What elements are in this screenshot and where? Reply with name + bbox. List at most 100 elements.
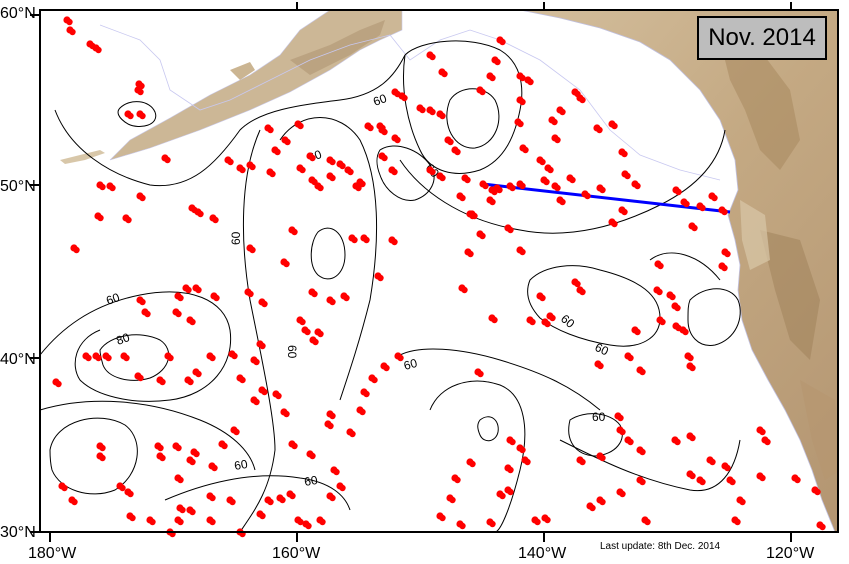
float-marker (543, 178, 550, 186)
float-marker (519, 182, 526, 190)
contour-label: 60 (229, 231, 243, 245)
float-marker (355, 184, 362, 192)
float-marker (627, 438, 634, 446)
float-marker (317, 330, 324, 338)
float-marker (597, 362, 604, 370)
float-marker (394, 90, 401, 98)
contour-line (399, 129, 726, 234)
contour-label-group: 60 60 60 60 60 60 60 60 60 60 80 60 60 (104, 91, 611, 489)
float-marker (675, 188, 682, 196)
float-marker (559, 198, 566, 206)
contour-label: 60 (233, 457, 249, 473)
float-marker (469, 212, 476, 220)
float-marker (279, 496, 286, 504)
float-marker (109, 184, 116, 192)
float-marker (309, 154, 316, 162)
float-marker (159, 378, 166, 386)
float-marker (579, 96, 586, 104)
float-marker (544, 320, 551, 328)
float-marker (61, 484, 68, 492)
float-marker (659, 318, 666, 326)
contour-line (649, 252, 721, 281)
float-marker (507, 488, 514, 496)
float-marker (596, 126, 603, 134)
float-marker (522, 146, 529, 154)
float-marker (644, 518, 651, 526)
float-marker (519, 446, 526, 454)
float-marker (447, 138, 454, 146)
float-marker (544, 516, 551, 524)
float-marker (149, 518, 156, 526)
float-marker (699, 478, 706, 486)
float-marker (584, 192, 591, 200)
float-marker (489, 520, 496, 528)
float-marker (175, 310, 182, 318)
float-marker (689, 364, 696, 372)
float-marker (519, 74, 526, 82)
float-marker (213, 294, 220, 302)
float-marker (397, 354, 404, 362)
float-marker (621, 150, 628, 158)
float-marker (689, 434, 696, 442)
contour-line (429, 380, 526, 532)
contour-line (376, 145, 435, 201)
lon-tick-label: 120°W (766, 545, 815, 562)
float-marker (291, 228, 298, 236)
float-marker (209, 354, 216, 362)
float-marker (211, 464, 218, 472)
float-marker (381, 128, 388, 136)
float-marker (317, 184, 324, 192)
float-marker (283, 410, 290, 418)
lat-tick-label: 60°N (0, 5, 36, 22)
contour-line (279, 117, 378, 401)
float-marker (439, 514, 446, 522)
float-marker (489, 198, 496, 206)
float-marker (127, 112, 134, 120)
float-marker (639, 448, 646, 456)
float-marker (274, 148, 281, 156)
float-marker (284, 138, 291, 146)
float-marker (441, 70, 448, 78)
float-marker (819, 523, 826, 531)
float-marker (312, 338, 319, 346)
float-marker (259, 342, 266, 350)
float-marker (534, 518, 541, 526)
float-marker (119, 484, 126, 492)
contour-line (446, 88, 500, 149)
float-marker (554, 136, 561, 144)
float-marker (339, 484, 346, 492)
float-marker (634, 182, 641, 190)
float-marker (429, 168, 436, 176)
float-marker (125, 216, 132, 224)
float-marker (507, 226, 514, 234)
lat-tick-label: 50°N (0, 178, 36, 195)
float-marker (327, 422, 334, 430)
float-marker (95, 46, 102, 54)
float-marker (261, 388, 268, 396)
float-marker (239, 166, 246, 174)
float-marker (95, 354, 102, 362)
contour-label: 60 (285, 345, 299, 359)
float-marker (469, 460, 476, 468)
land-relief-2 (760, 230, 820, 360)
float-marker (289, 492, 296, 500)
float-marker (144, 310, 151, 318)
float-marker (619, 428, 626, 436)
float-marker (482, 182, 489, 190)
float-marker (267, 498, 274, 506)
float-marker (229, 498, 236, 506)
float-marker (657, 262, 664, 270)
float-marker (137, 88, 144, 96)
float-marker (189, 318, 196, 326)
float-marker (291, 442, 298, 450)
float-marker (319, 518, 326, 526)
float-marker (105, 354, 112, 362)
float-marker (674, 438, 681, 446)
contour-label: 60 (592, 410, 606, 424)
contour-label: 60 (371, 91, 389, 109)
float-marker (539, 294, 546, 302)
land-north-america (402, 10, 838, 532)
float-marker (454, 476, 461, 484)
map-frame (39, 9, 839, 533)
float-marker (759, 474, 766, 482)
